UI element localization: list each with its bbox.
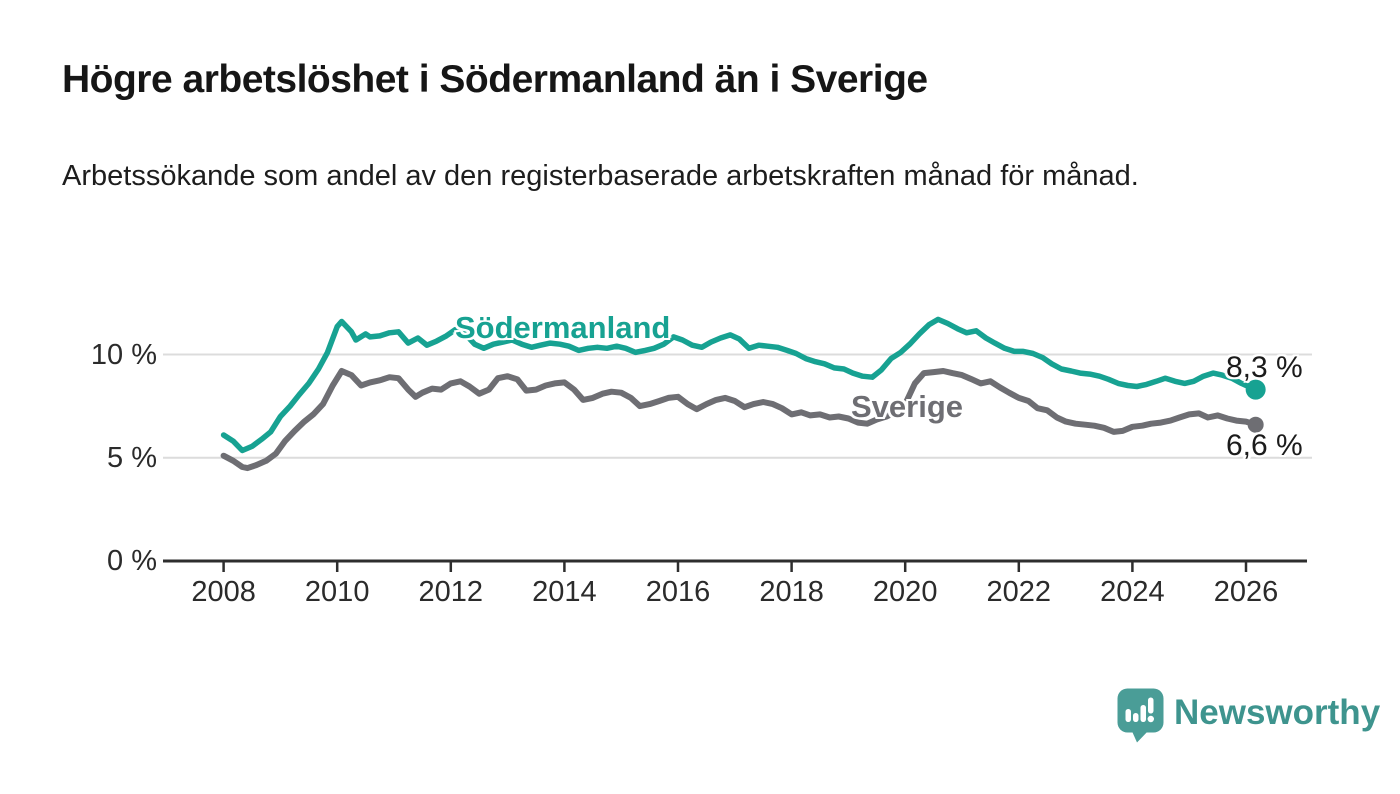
- y-axis-tick-label: 0 %: [107, 545, 157, 577]
- series-line-södermanland: [220, 316, 1259, 454]
- x-axis-tick-label: 2014: [532, 576, 597, 608]
- y-axis-tick-label: 10 %: [90, 338, 157, 371]
- series-label-sverige: Sverige: [851, 389, 964, 424]
- x-axis-tick-label: 2026: [1213, 576, 1279, 608]
- series-end-dot-södermanland: [1245, 379, 1266, 400]
- x-axis-tick-label: 2020: [872, 576, 938, 608]
- chart-subtitle: Arbetssökande som andel av den registerb…: [62, 160, 1139, 192]
- x-axis-tick-label: 2012: [418, 576, 484, 608]
- x-axis-tick-label: 2016: [645, 576, 711, 608]
- x-axis-tick-label: 2008: [191, 576, 256, 608]
- y-axis-tick-label: 5 %: [107, 441, 157, 474]
- page-title: Högre arbetslöshet i Södermanland än i S…: [62, 58, 928, 101]
- newsworthy-logo-text: Newsworthy: [1174, 693, 1381, 732]
- x-axis-tick-label: 2018: [759, 576, 824, 608]
- x-axis-tick-label: 2010: [304, 576, 370, 608]
- series-end-dot-sverige: [1247, 416, 1264, 433]
- x-axis-tick-label: 2022: [986, 576, 1052, 608]
- end-value-sodermanland: 8,3 %: [1226, 351, 1303, 384]
- newsworthy-logo-icon: [1117, 688, 1164, 743]
- series-line-sverige: [220, 368, 1259, 472]
- x-axis-tick-label: 2024: [1100, 576, 1165, 608]
- series-label-sodermanland: Södermanland: [455, 310, 671, 345]
- end-value-sverige: 6,6 %: [1226, 429, 1303, 462]
- newsworthy-logo: Newsworthy: [1117, 688, 1380, 743]
